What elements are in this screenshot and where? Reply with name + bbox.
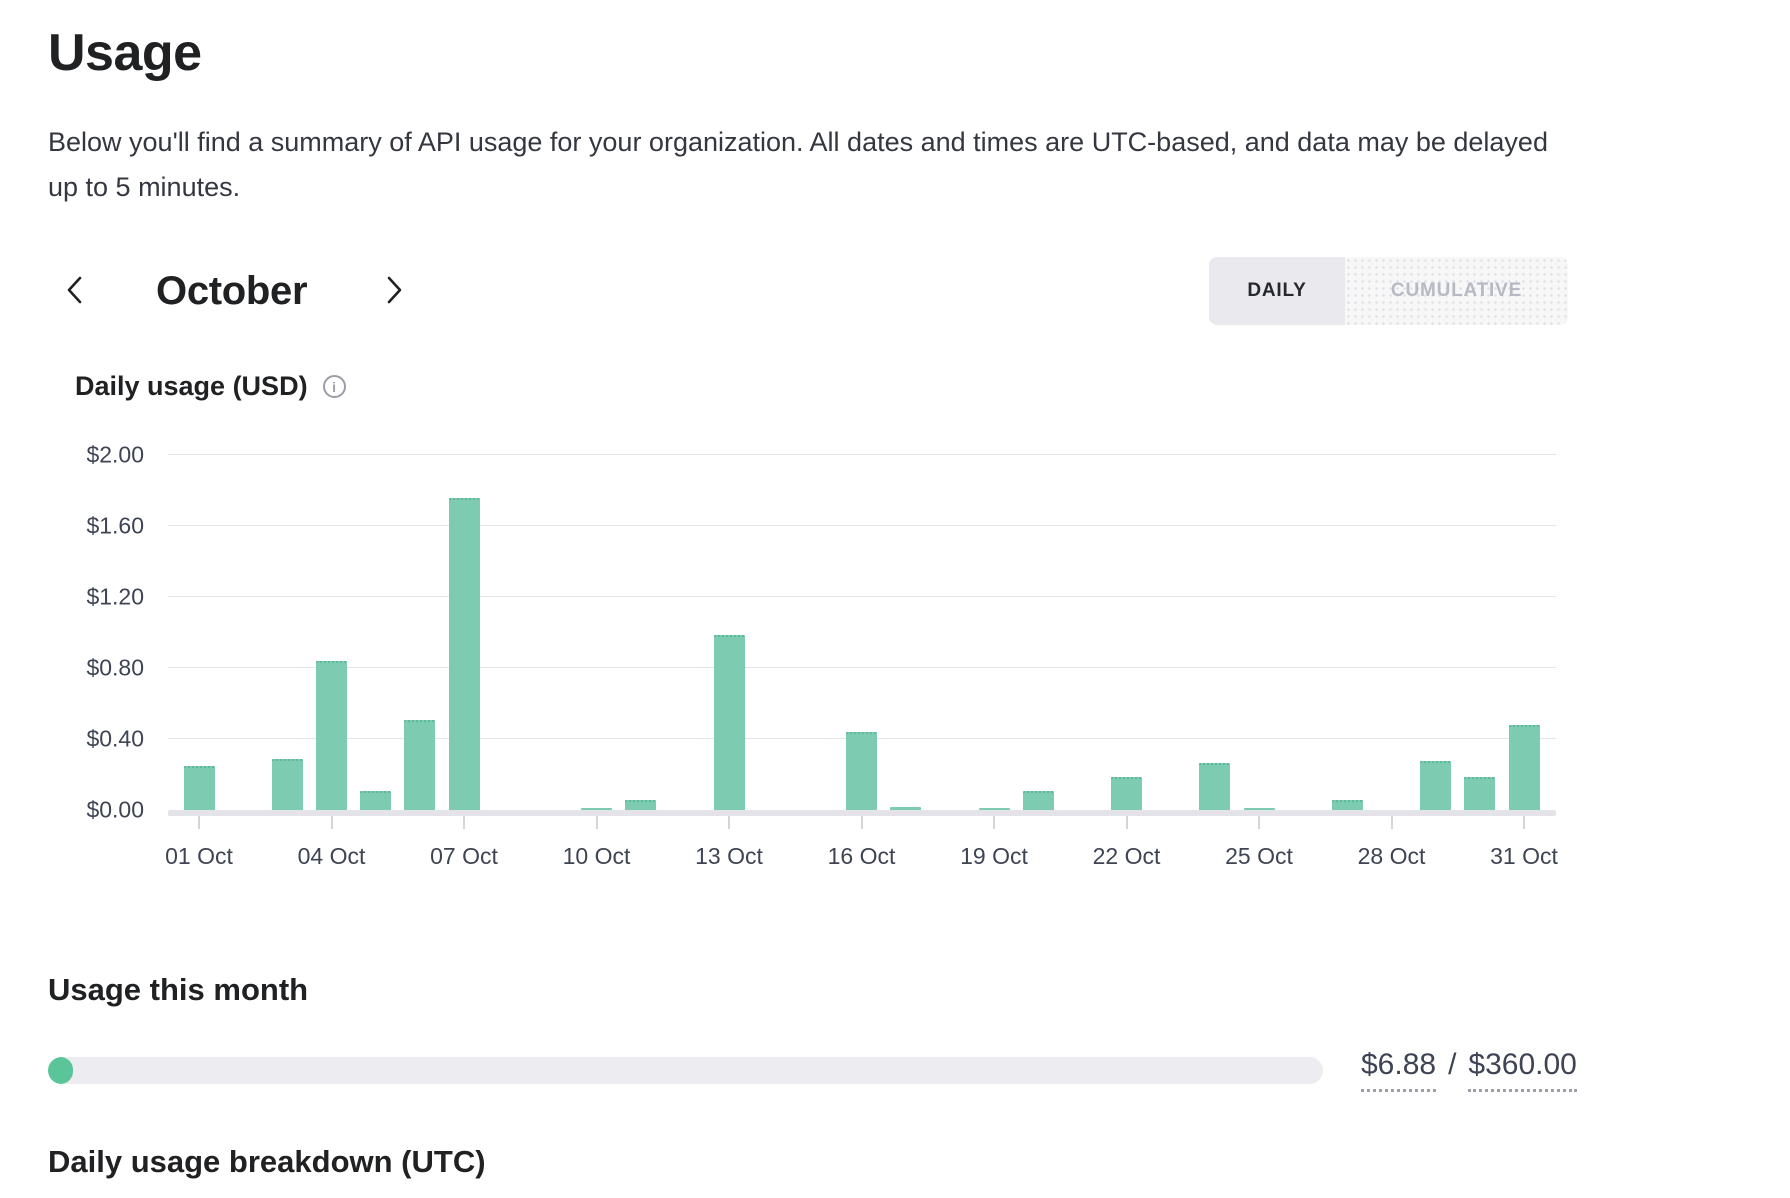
page-title: Usage xyxy=(48,24,202,82)
usage-bar-day-07[interactable] xyxy=(448,498,480,811)
x-axis-label: 13 Oct xyxy=(695,843,763,870)
usage-bar-day-16[interactable] xyxy=(846,732,877,811)
usage-bar-day-29[interactable] xyxy=(1420,760,1452,811)
x-axis-tick xyxy=(1390,816,1393,830)
x-axis-label: 19 Oct xyxy=(960,843,1028,870)
usage-bar-day-03[interactable] xyxy=(271,758,303,811)
x-axis-tick xyxy=(1523,816,1525,830)
usage-bar-day-04[interactable] xyxy=(316,661,347,811)
x-axis-tick xyxy=(1125,816,1128,830)
usage-bar-day-17[interactable] xyxy=(890,806,922,811)
y-axis-label: $1.20 xyxy=(86,583,144,610)
y-axis-label: $2.00 xyxy=(86,441,144,468)
usage-amount-separator: / xyxy=(1448,1048,1457,1082)
x-axis-tick xyxy=(860,816,863,830)
x-axis-tick xyxy=(330,816,333,830)
usage-bar-day-24[interactable] xyxy=(1199,762,1231,811)
gridline-$1.20 xyxy=(168,596,1556,598)
usage-used-amount[interactable]: $6.88 xyxy=(1361,1048,1437,1093)
x-axis-tick xyxy=(463,816,465,830)
toggle-daily-button[interactable]: DAILY xyxy=(1209,257,1345,326)
x-axis-label: 01 Oct xyxy=(165,843,233,870)
usage-bar-day-06[interactable] xyxy=(404,719,436,811)
y-axis-label: $0.00 xyxy=(86,796,144,823)
usage-progress-track xyxy=(48,1056,1323,1084)
usage-bar-day-25[interactable] xyxy=(1243,808,1275,811)
y-axis-label: $0.40 xyxy=(86,725,144,752)
x-axis-tick xyxy=(198,816,200,830)
usage-amounts: $6.88 / $360.00 xyxy=(1361,1048,1577,1093)
y-axis-label: $1.60 xyxy=(86,512,144,539)
chevron-right-icon xyxy=(381,273,407,310)
x-axis-label: 07 Oct xyxy=(430,843,498,870)
info-circle-icon[interactable]: i xyxy=(322,375,346,399)
x-axis-tick xyxy=(1258,816,1260,830)
usage-bar-day-27[interactable] xyxy=(1331,799,1363,811)
x-axis-label: 16 Oct xyxy=(827,843,896,870)
chart-header: Daily usage (USD) i xyxy=(75,371,1742,402)
monthly-usage-progress-row: $6.88 / $360.00 xyxy=(48,1048,1742,1093)
gridline-$1.60 xyxy=(168,525,1556,527)
gridline-$0.80 xyxy=(168,667,1556,669)
usage-bar-day-10[interactable] xyxy=(581,808,612,811)
next-month-button[interactable] xyxy=(373,267,415,316)
daily-usage-bar-chart: $0.00 $0.40 $0.80 $1.20 $1.60 $2.00 01 Oct 04 O… xyxy=(48,440,1558,892)
usage-bar-day-31[interactable] xyxy=(1508,725,1540,811)
usage-bar-day-05[interactable] xyxy=(360,790,392,811)
chart-title: Daily usage (USD) xyxy=(75,371,308,402)
x-axis-label: 04 Oct xyxy=(297,843,366,870)
month-navigation-row: October DAILY CUMULATIVE xyxy=(48,257,1568,326)
x-axis-tick xyxy=(728,816,730,830)
usage-limit-amount[interactable]: $360.00 xyxy=(1468,1048,1577,1093)
usage-this-month-heading: Usage this month xyxy=(48,972,309,1008)
gridline-$2.00 xyxy=(168,454,1556,456)
usage-bar-day-13[interactable] xyxy=(713,634,745,811)
x-axis-label: 25 Oct xyxy=(1225,843,1293,870)
x-axis-label: 10 Oct xyxy=(562,843,631,870)
x-axis-tick xyxy=(595,816,598,830)
daily-breakdown-heading: Daily usage breakdown (UTC) xyxy=(48,1144,486,1180)
x-axis-baseline xyxy=(168,810,1556,817)
previous-month-button[interactable] xyxy=(54,267,96,316)
usage-bar-day-22[interactable] xyxy=(1111,776,1142,811)
x-axis-tick xyxy=(993,816,995,830)
x-axis-label: 22 Oct xyxy=(1092,843,1161,870)
page-description: Below you'll find a summary of API usage… xyxy=(48,126,1548,202)
usage-bar-day-19[interactable] xyxy=(978,808,1010,811)
usage-bar-day-01[interactable] xyxy=(183,766,215,811)
x-axis-label: 28 Oct xyxy=(1357,843,1426,870)
view-mode-toggle: DAILY CUMULATIVE xyxy=(1209,257,1568,326)
current-month-label: October xyxy=(156,268,308,313)
x-axis-label: 31 Oct xyxy=(1490,843,1558,870)
usage-progress-fill xyxy=(48,1056,73,1084)
y-axis-label: $0.80 xyxy=(86,654,144,681)
usage-bar-day-30[interactable] xyxy=(1464,776,1496,811)
usage-bar-day-20[interactable] xyxy=(1022,790,1054,811)
toggle-cumulative-button[interactable]: CUMULATIVE xyxy=(1345,257,1568,326)
chevron-left-icon xyxy=(62,273,88,310)
usage-bar-day-11[interactable] xyxy=(625,799,657,811)
